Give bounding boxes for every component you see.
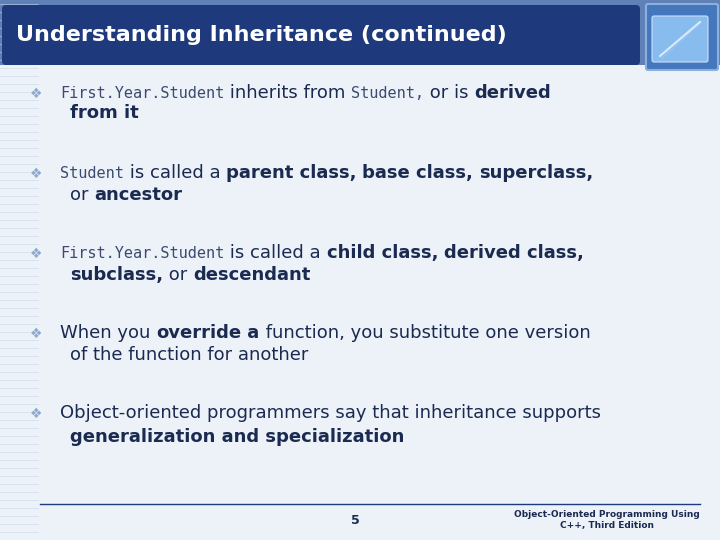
Text: parent class,: parent class,	[226, 164, 356, 182]
Text: of the function for another: of the function for another	[70, 346, 308, 364]
Text: superclass,: superclass,	[479, 164, 593, 182]
Text: ancestor: ancestor	[94, 186, 182, 204]
Text: is called a: is called a	[224, 244, 327, 262]
Bar	[0, 0, 720, 65]
Text: descendant: descendant	[193, 266, 310, 284]
Text: or: or	[70, 186, 94, 204]
Text: a: a	[241, 324, 259, 342]
Text: derived: derived	[474, 84, 552, 102]
FancyBboxPatch shape	[646, 4, 718, 70]
Text: or is: or is	[424, 84, 474, 102]
Text: derived class,: derived class,	[444, 244, 584, 262]
Text: ❖: ❖	[30, 87, 42, 101]
Text: First.Year.Student: First.Year.Student	[60, 86, 224, 101]
Text: When you: When you	[60, 324, 156, 342]
Text: Object-Oriented Programming Using
C++, Third Edition: Object-Oriented Programming Using C++, T…	[514, 510, 700, 530]
Text: 5: 5	[351, 514, 359, 526]
Text: Understanding Inheritance (continued): Understanding Inheritance (continued)	[16, 25, 507, 45]
Text: Student: Student	[60, 166, 124, 181]
Text: subclass,: subclass,	[70, 266, 163, 284]
Text: generalization and specialization: generalization and specialization	[70, 428, 405, 446]
Text: First.Year.Student: First.Year.Student	[60, 246, 224, 261]
Text: inherits from: inherits from	[224, 84, 351, 102]
Text: child class,: child class,	[327, 244, 438, 262]
Text: Student,: Student,	[351, 86, 424, 101]
Text: is called a: is called a	[124, 164, 226, 182]
FancyBboxPatch shape	[652, 16, 708, 62]
Text: from it: from it	[70, 104, 139, 122]
Text: function, you substitute one version: function, you substitute one version	[259, 324, 590, 342]
FancyBboxPatch shape	[2, 5, 640, 65]
Text: ❖: ❖	[30, 327, 42, 341]
Text: or: or	[163, 266, 193, 284]
Text: base class,: base class,	[362, 164, 473, 182]
Text: Object-oriented programmers say that inheritance supports: Object-oriented programmers say that inh…	[60, 404, 601, 422]
Text: override: override	[156, 324, 241, 342]
Bar	[0, 65, 720, 540]
Text: ❖: ❖	[30, 167, 42, 181]
Text: ❖: ❖	[30, 407, 42, 421]
Text: ❖: ❖	[30, 247, 42, 261]
